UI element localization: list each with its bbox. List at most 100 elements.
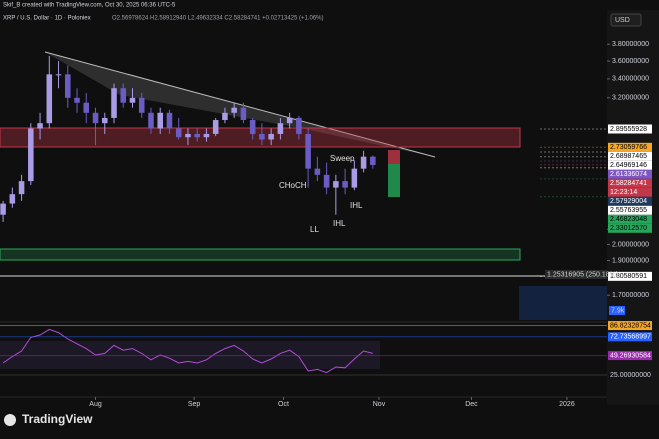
currency[interactable]: USD	[615, 17, 630, 24]
candle-body	[277, 123, 284, 134]
measure-label: 1.25316905 (250.18%)	[547, 271, 618, 278]
candle-body	[342, 181, 348, 188]
candle-body	[360, 156, 367, 169]
volume-label-box	[609, 306, 625, 315]
x-tick-label: Sep	[188, 401, 201, 408]
price-label: 2.57929004	[610, 198, 647, 205]
osc-label-box	[608, 351, 652, 361]
measure-label-box	[545, 270, 607, 279]
demand-zone	[0, 248, 521, 261]
x-tick-label: 2026	[559, 401, 575, 408]
price-label-box	[608, 142, 652, 152]
candle-body	[138, 97, 145, 113]
osc-label: 86.82328754	[610, 322, 651, 329]
candle-body	[203, 133, 210, 138]
osc-label: 25.00000000	[610, 372, 651, 379]
candle-body	[249, 120, 256, 134]
ohlc: O2.56978624 H2.58912940 L2.49632334 C2.5…	[112, 16, 324, 22]
price-label-box	[608, 160, 652, 170]
candle-body	[286, 117, 293, 124]
y-tick-label: 1.70000000	[612, 292, 649, 299]
candle-body	[111, 88, 117, 118]
price-label-box	[608, 169, 652, 179]
candle-body	[129, 97, 136, 103]
y-tick-label: 3.60000000	[612, 58, 649, 65]
osc-label-box	[608, 332, 652, 342]
price-label: 2.55763955	[610, 207, 647, 214]
candle-body	[194, 133, 200, 138]
price-label-box	[608, 205, 652, 215]
symbol: XRP / U.S. Dollar · 1D · Poloniex	[3, 16, 91, 22]
price-label: 2.64969146	[610, 162, 647, 169]
price-label-box	[608, 124, 652, 134]
candle-body	[314, 168, 321, 175]
candle-body	[101, 117, 108, 124]
candle-body	[185, 133, 191, 138]
x-tick-label: Dec	[465, 401, 478, 408]
price-label-box	[608, 223, 652, 233]
x-tick-label: Aug	[89, 401, 102, 408]
candle-body	[83, 102, 90, 113]
candle-body	[231, 107, 237, 113]
y-tick-label: 3.80000000	[612, 41, 649, 48]
price-label-box	[608, 271, 652, 281]
price-label: 2.73059766	[610, 144, 647, 151]
measure-box	[519, 286, 607, 320]
osc-label-box	[608, 321, 652, 331]
candle-body	[166, 112, 173, 129]
annotation: IHL	[333, 219, 346, 228]
annotation: CHoCH	[279, 181, 307, 190]
x-tick-label: Oct	[278, 401, 289, 408]
logo-icon	[4, 414, 16, 426]
brand: TradingView	[22, 412, 93, 426]
candle-body	[74, 97, 80, 103]
annotation: Sweep	[330, 154, 355, 163]
candle-body	[296, 117, 302, 134]
candle-body	[37, 123, 43, 129]
candle-body	[46, 74, 53, 124]
short-reward	[388, 164, 400, 197]
osc-label: 49.26930584	[610, 352, 651, 359]
osc-label: 72.73568997	[610, 334, 651, 341]
candle-body	[92, 112, 99, 124]
candle-body	[351, 168, 358, 188]
osc-band	[0, 341, 380, 369]
price-label-box	[608, 214, 652, 224]
y-tick-label: 2.00000000	[612, 241, 649, 248]
price-label: 2.61336074	[610, 171, 647, 178]
candle-body	[65, 74, 71, 98]
candle-body	[28, 128, 34, 182]
y-tick-label: 3.20000000	[612, 95, 649, 102]
price-label: 2.58284741	[610, 180, 647, 187]
trendline	[44, 51, 436, 158]
candle-body	[120, 88, 127, 103]
candle-body	[148, 112, 154, 129]
candle-body	[9, 194, 16, 204]
price-label: 2.68987465	[610, 153, 647, 160]
candle-body	[212, 120, 219, 134]
candle-body	[259, 133, 265, 140]
y-tick-label: 1.90000000	[612, 257, 649, 264]
short-risk	[388, 150, 400, 164]
candle-body	[333, 181, 339, 188]
price-label-box	[608, 151, 652, 161]
candle-body	[18, 181, 25, 195]
candle-body	[157, 112, 163, 129]
candle-body	[323, 174, 330, 188]
candle-body	[222, 112, 228, 121]
price-label: 2.33012570	[610, 225, 647, 232]
candle-body	[268, 133, 274, 140]
candle-body	[305, 133, 311, 169]
x-tick-label: Nov	[373, 401, 386, 408]
price-label: 1.80580591	[610, 273, 647, 280]
candle-body	[0, 203, 6, 215]
annotation: IHL	[350, 201, 363, 210]
price-label: 2.46823048	[610, 216, 647, 223]
price-label-box	[608, 196, 652, 206]
candle-body	[55, 74, 62, 76]
currency-button[interactable]	[610, 13, 642, 27]
countdown: 12:23:14	[610, 189, 637, 196]
countdown-box	[608, 187, 652, 197]
